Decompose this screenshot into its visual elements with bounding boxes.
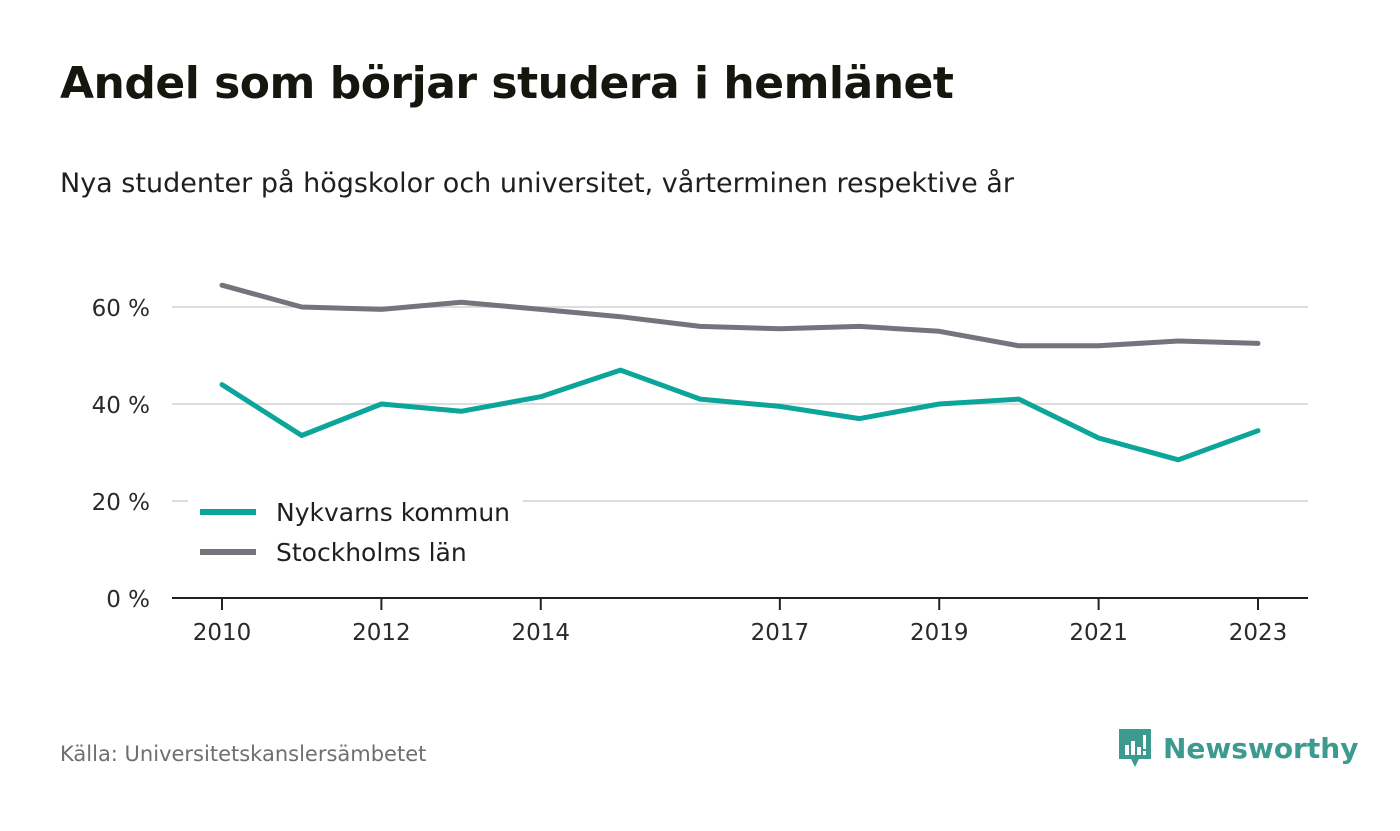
brand-name: Newsworthy [1163, 731, 1359, 765]
y-axis-ticks: 0 % 20 % 40 % 60 % [92, 296, 150, 613]
line-chart: 0 % 20 % 40 % 60 % 2010 2012 2014 2017 2019 2021… [92, 282, 1308, 646]
y-tick-label: 20 % [92, 490, 150, 516]
series-line-1 [219, 367, 1261, 463]
legend: Nykvarns kommun Stockholms län [188, 490, 523, 578]
series-lines [219, 282, 1261, 463]
x-tick-label: 2010 [193, 620, 252, 646]
bar-chart-speech-bubble-icon [1119, 729, 1151, 767]
legend-label: Stockholms län [276, 538, 467, 567]
y-tick-label: 60 % [92, 296, 150, 322]
x-tick-label: 2014 [511, 620, 570, 646]
x-tick-label: 2021 [1069, 620, 1128, 646]
x-tick-label: 2023 [1229, 620, 1288, 646]
chart-subtitle: Nya studenter på högskolor och universit… [60, 168, 1014, 199]
legend-background [188, 490, 523, 578]
chart-title: Andel som börjar studera i hemlänet [60, 58, 954, 109]
x-tick-label: 2019 [910, 620, 969, 646]
x-tick-label: 2012 [352, 620, 411, 646]
y-tick-label: 0 % [106, 587, 150, 613]
source-note: Källa: Universitetskanslersämbetet [60, 742, 427, 766]
series-line-2 [219, 282, 1261, 349]
legend-label: Nykvarns kommun [276, 498, 510, 527]
brand-logo: Newsworthy [1117, 727, 1358, 769]
x-tick-label: 2017 [751, 620, 810, 646]
x-axis-ticks: 2010 2012 2014 2017 2019 2021 2023 [193, 598, 1288, 646]
y-tick-label: 40 % [92, 393, 150, 419]
